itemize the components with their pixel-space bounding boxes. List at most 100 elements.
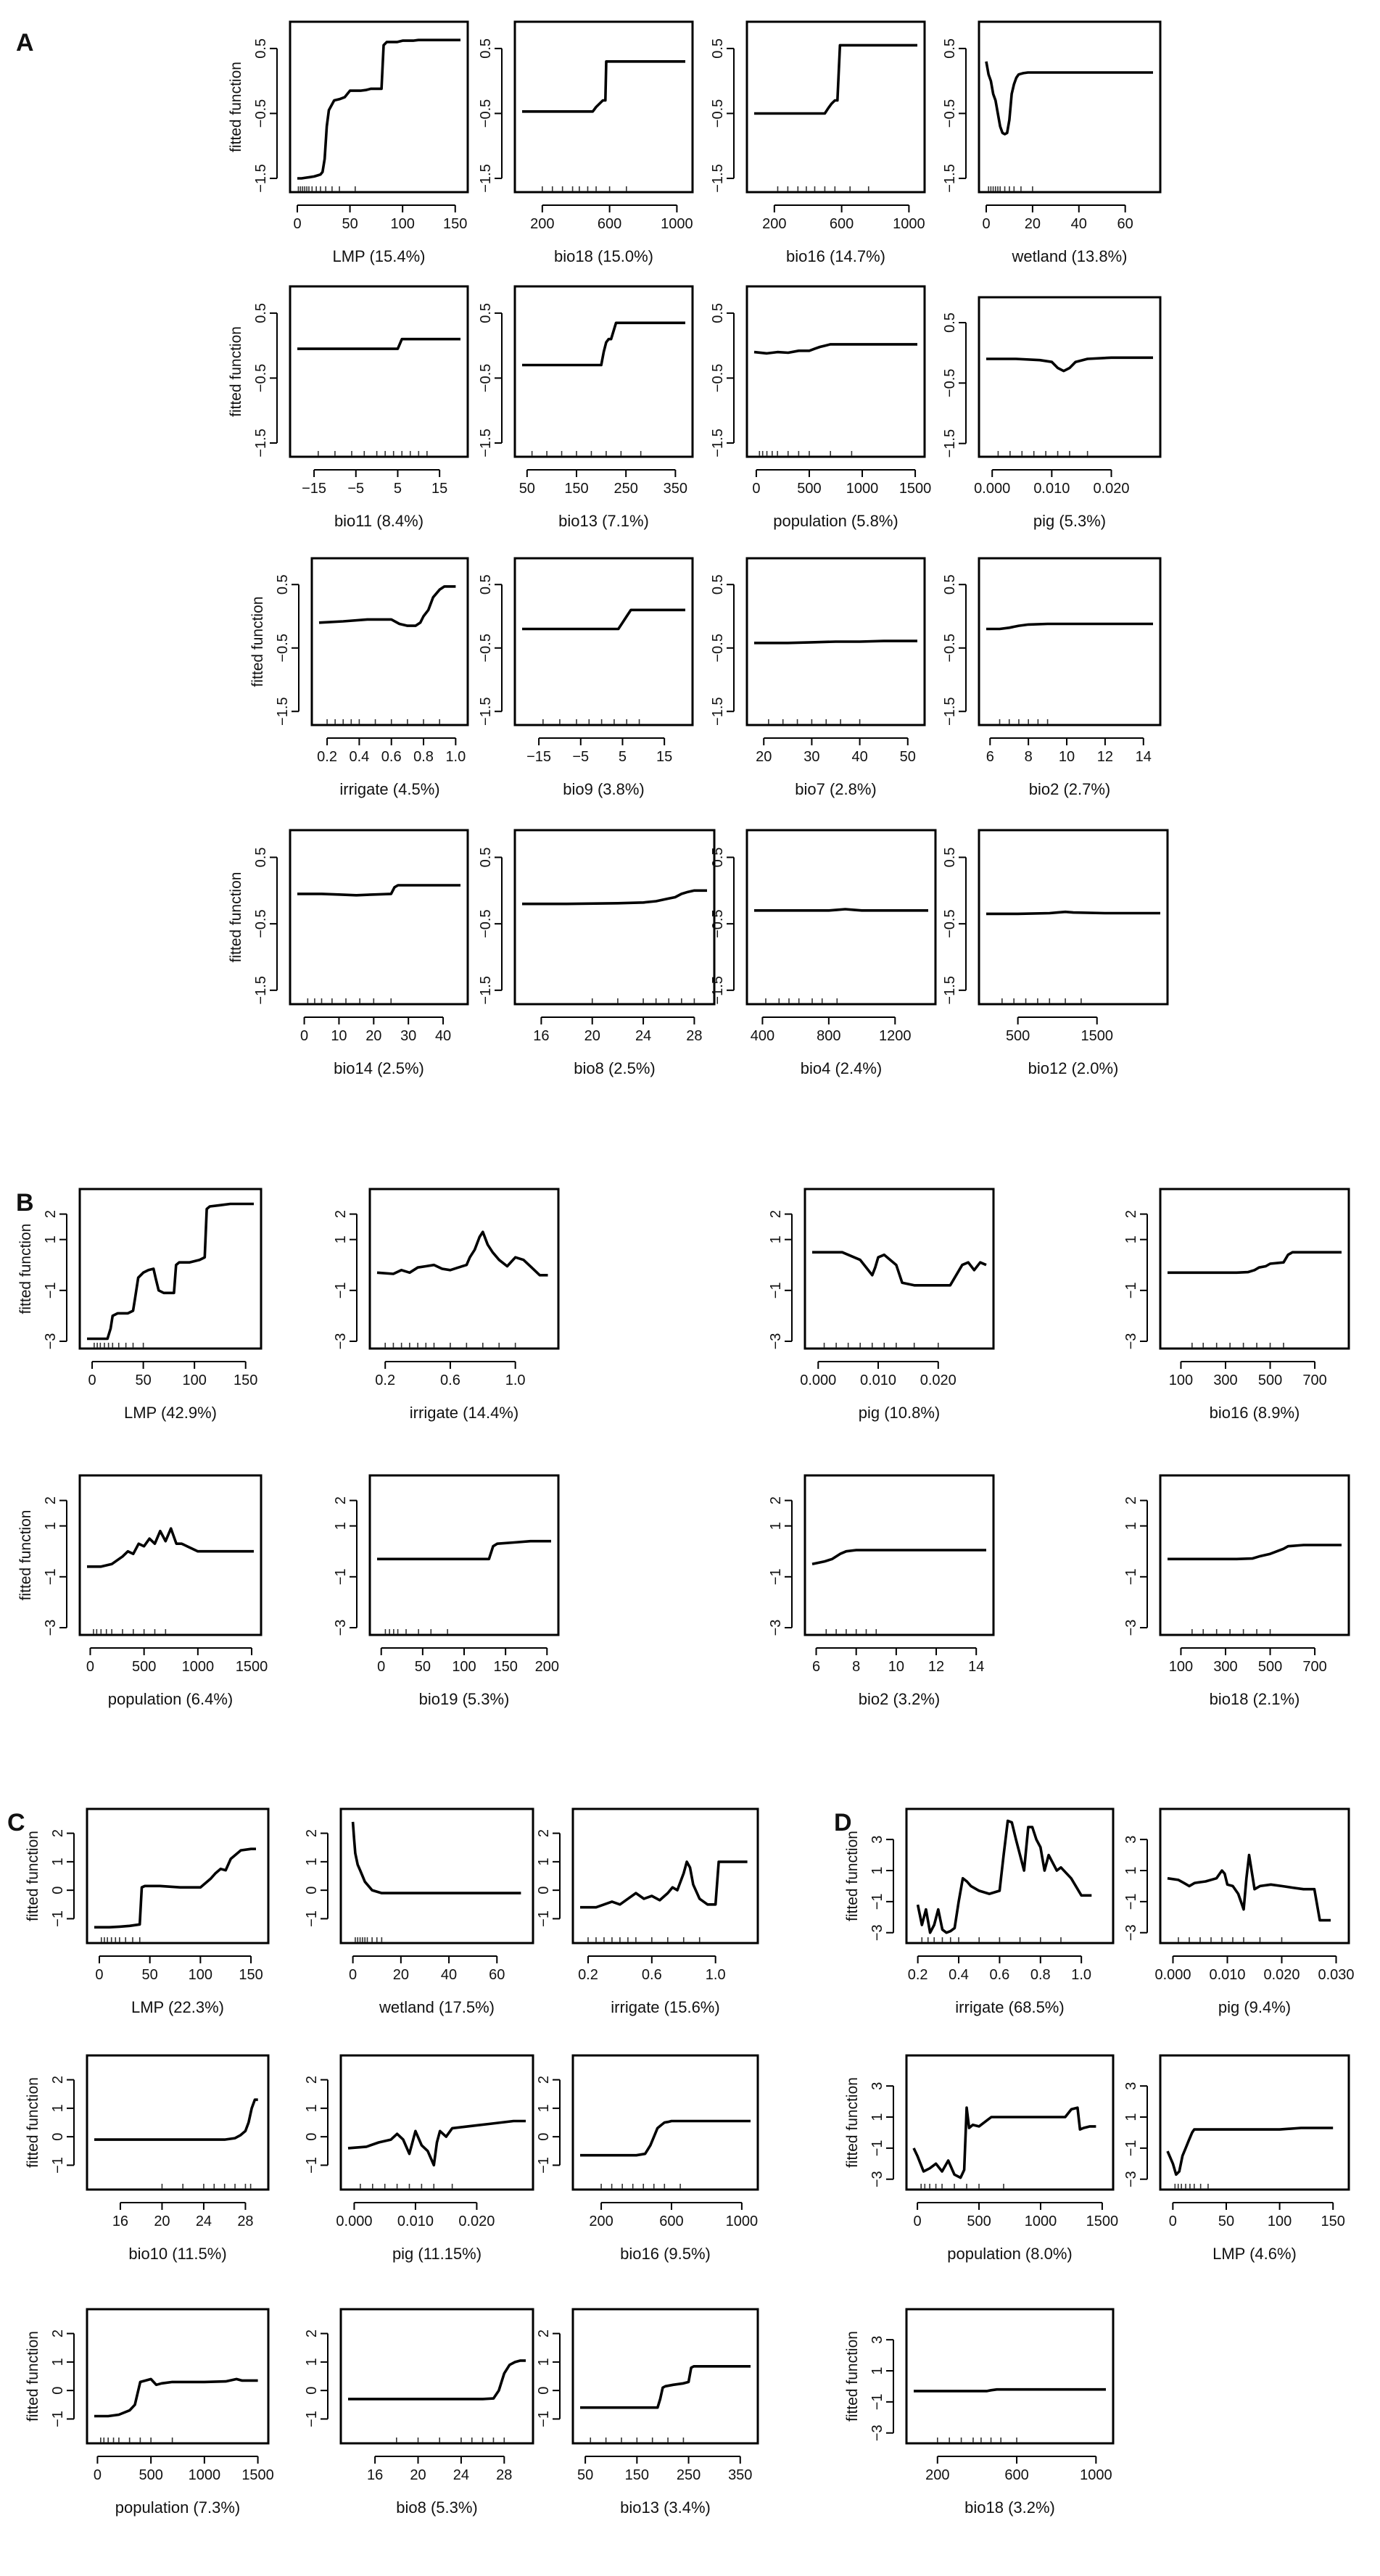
y-axis-title: fitted function: [844, 1831, 861, 1921]
x-tick-label: 28: [237, 2213, 253, 2229]
fitted-curve: [754, 908, 928, 912]
y-tick-label: −1.5: [942, 976, 958, 1004]
y-tick-label: −3: [768, 1620, 784, 1636]
x-tick-label: 0.8: [1030, 1967, 1051, 1983]
x-tick-label: 0.2: [908, 1967, 928, 1983]
fitted-curve: [1168, 1544, 1342, 1561]
chart-panel: 0.5 −0.5 −1.5 0 10 20 30 40 bio14 (2.5%) fitted f…: [228, 829, 469, 1077]
x-tick-label: 0: [94, 2467, 102, 2483]
fitted-curve: [753, 343, 917, 355]
x-tick-label: 24: [635, 1028, 651, 1044]
y-tick-label: 3: [1123, 1836, 1139, 1844]
x-tick-label: 20: [410, 2467, 426, 2483]
x-tick-label: 0: [377, 1659, 385, 1675]
chart-panel: 0.5 −0.5 −1.5 −15 −5 5 15 bio11 (8.4%) fitted fu…: [228, 285, 469, 530]
x-tick-label: 150: [443, 216, 467, 232]
plot-frame: [978, 557, 1162, 726]
fitted-curve: [1168, 1251, 1342, 1275]
x-tick-label: 50: [1218, 2213, 1234, 2229]
x-tick-label: 200: [535, 1659, 559, 1675]
x-tick-label: 60: [489, 1967, 505, 1983]
fitted-curve: [985, 61, 1153, 136]
x-axis-title: pig (5.3%): [1033, 512, 1106, 530]
x-tick-label: 20: [1025, 216, 1041, 232]
x-tick-label: 1500: [236, 1659, 268, 1675]
x-tick-label: 28: [496, 2467, 512, 2483]
y-tick-label: 2: [536, 1829, 552, 1837]
y-tick-label: −1: [536, 1910, 552, 1927]
y-tick-label: 0.5: [710, 38, 726, 59]
x-tick-label: 60: [1117, 216, 1133, 232]
y-tick-label: −3: [869, 2171, 885, 2187]
x-tick-label: 1000: [1080, 2467, 1112, 2483]
chart-panel: 0.5 −0.5 −1.5 20 30 40 50 bio7 (2.8%): [710, 557, 926, 798]
x-tick-label: 200: [589, 2213, 613, 2229]
x-tick-label: 14: [1136, 749, 1152, 765]
chart-panel: 0.5 −0.5 −1.5 0 20 40 60 wetland (13.8%): [942, 20, 1162, 265]
chart-panel: 3 1 −1 −3 0 500 1000 1500 population (8.0%) fitte…: [844, 2054, 1118, 2263]
y-axis-title: fitted function: [17, 1224, 34, 1314]
x-tick-label: 100: [182, 1372, 206, 1388]
y-tick-label: 0: [304, 1887, 320, 1894]
x-axis-title: bio16 (9.5%): [620, 2245, 711, 2263]
x-tick-label: 600: [830, 216, 854, 232]
y-tick-label: −1: [536, 2411, 552, 2427]
y-axis-title: fitted function: [228, 62, 244, 152]
y-tick-label: −1: [333, 1282, 349, 1299]
x-tick-label: 1.0: [1071, 1967, 1091, 1983]
y-tick-label: 0: [536, 2387, 552, 2395]
plot-frame: [368, 1188, 560, 1350]
panel-letter: D: [834, 1809, 852, 1836]
chart-panel: 0.5 −0.5 −1.5 400 800 1200 bio4 (2.4%): [710, 829, 937, 1077]
y-tick-label: 0.5: [942, 574, 958, 595]
plot-frame: [86, 2054, 270, 2191]
y-tick-label: −3: [1123, 1620, 1139, 1636]
y-tick-label: 0.5: [710, 848, 726, 868]
fitted-curve: [812, 1251, 987, 1287]
y-tick-label: −0.5: [478, 909, 494, 937]
plot-frame: [368, 1474, 560, 1636]
y-axis-title: fitted function: [228, 326, 244, 417]
y-tick-label: −0.5: [942, 369, 958, 397]
x-tick-label: 0.020: [1263, 1967, 1300, 1983]
x-axis-title: irrigate (4.5%): [339, 780, 439, 798]
x-tick-label: 15: [656, 749, 672, 765]
plot-frame: [905, 2308, 1115, 2445]
y-tick-label: −3: [1123, 1333, 1139, 1350]
x-axis-title: wetland (17.5%): [379, 1998, 495, 2016]
fitted-curve: [1167, 1853, 1331, 1922]
y-tick-label: −0.5: [942, 99, 958, 128]
y-tick-label: 1: [304, 2358, 320, 2366]
x-tick-label: 0: [914, 2213, 922, 2229]
y-tick-label: −1.5: [942, 429, 958, 457]
x-tick-label: 1000: [189, 2467, 221, 2483]
y-tick-label: −1.5: [275, 697, 291, 726]
chart-panel: 0.5 −0.5 −1.5 500 1500 bio12 (2.0%): [942, 829, 1169, 1077]
plot-frame: [513, 829, 716, 1006]
y-tick-label: −0.5: [942, 909, 958, 937]
x-axis-title: population (8.0%): [947, 2245, 1072, 2263]
x-tick-label: 40: [851, 749, 867, 765]
x-axis-title: bio18 (3.2%): [964, 2498, 1055, 2517]
x-axis-title: population (7.3%): [115, 2498, 240, 2517]
x-axis-title: bio12 (2.0%): [1028, 1059, 1119, 1077]
fitted-curve: [912, 2106, 1096, 2179]
x-axis-title: LMP (22.3%): [131, 1998, 224, 2016]
fitted-curve: [297, 337, 460, 350]
y-tick-label: 3: [1123, 2082, 1139, 2090]
fitted-curve: [347, 2119, 526, 2167]
y-tick-label: −3: [1123, 1924, 1139, 1941]
fitted-curve: [580, 2365, 751, 2409]
fitted-curve: [348, 2359, 526, 2401]
x-tick-label: 0: [1169, 2213, 1177, 2229]
chart-panel: 0.5 −0.5 −1.5 200 600 1000 bio18 (15.0%): [478, 20, 694, 265]
y-tick-label: 1: [768, 1235, 784, 1243]
y-tick-label: −1: [50, 1910, 66, 1927]
y-tick-label: −1.5: [942, 164, 958, 192]
y-tick-label: −0.5: [253, 909, 269, 937]
x-tick-label: 6: [986, 749, 994, 765]
x-tick-label: 0: [752, 481, 760, 497]
x-tick-label: 28: [686, 1028, 702, 1044]
